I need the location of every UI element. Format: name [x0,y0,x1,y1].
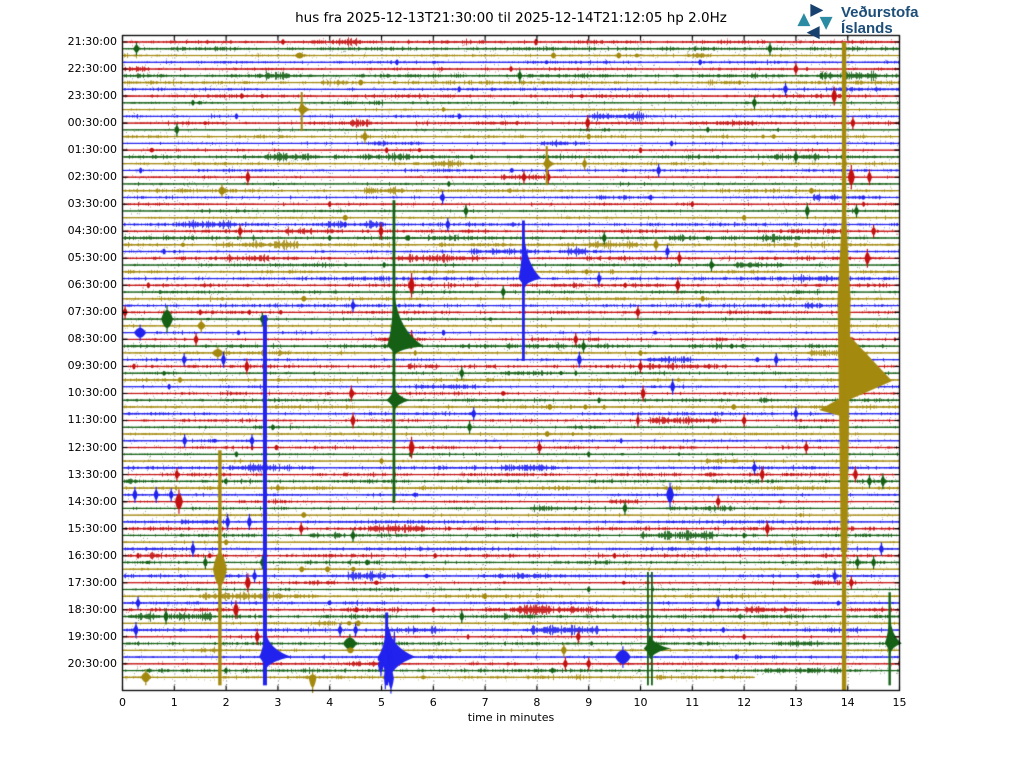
x-tick-label: 2 [222,696,230,709]
y-tick-label: 10:30:00 [67,386,117,400]
y-tick-label: 14:30:00 [67,494,117,508]
y-tick-label: 08:30:00 [67,332,117,346]
y-tick-label: 21:30:00 [67,35,117,48]
y-tick-label: 22:30:00 [67,62,117,76]
y-tick-label: 03:30:00 [67,197,117,211]
y-tick-label: 11:30:00 [67,413,117,427]
y-tick-label: 15:30:00 [67,521,117,535]
y-tick-label: 18:30:00 [67,602,117,616]
x-tick-label: 8 [533,696,541,709]
y-tick-label: 23:30:00 [67,89,117,103]
x-tick-label: 7 [481,696,489,709]
y-tick-label: 02:30:00 [67,170,117,184]
y-tick-label: 00:30:00 [67,116,117,130]
logo-text: Veðurstofa Íslands [841,5,919,37]
y-tick-label: 07:30:00 [67,305,117,319]
x-tick-label: 10 [633,696,648,709]
y-tick-label: 20:30:00 [67,656,117,670]
y-tick-label: 17:30:00 [67,575,117,589]
page-title: hus fra 2025-12-13T21:30:00 til 2025-12-… [295,10,727,26]
pinwheel-icon [797,3,833,40]
x-tick-label: 5 [378,696,385,709]
y-tick-label: 09:30:00 [67,359,117,373]
x-tick-label: 14 [840,696,855,709]
y-tick-label: 01:30:00 [67,143,117,157]
x-tick-label: 9 [585,696,593,709]
y-tick-label: 12:30:00 [67,440,117,454]
x-tick-label: 0 [119,696,126,709]
y-tick-label: 19:30:00 [67,629,117,643]
y-tick-label: 16:30:00 [67,548,117,562]
x-tick-label: 15 [892,696,907,709]
x-tick-label: 13 [788,696,803,709]
logo-text-line2: Íslands [841,20,893,37]
x-tick-label: 11 [685,696,700,709]
vedurstofa-logo: Veðurstofa Íslands [796,3,919,40]
y-tick-label: 13:30:00 [67,467,117,481]
y-tick-label: 04:30:00 [67,224,117,238]
x-tick-label: 4 [326,696,334,709]
x-tick-label: 3 [274,696,282,709]
y-tick-label: 06:30:00 [67,278,117,292]
x-axis-title: time in minutes [467,711,555,724]
logo-text-line1: Veðurstofa [841,4,919,21]
x-tick-label: 6 [429,696,437,709]
x-tick-label: 1 [170,696,178,709]
y-tick-label: 05:30:00 [67,251,117,265]
x-tick-label: 12 [737,696,752,709]
